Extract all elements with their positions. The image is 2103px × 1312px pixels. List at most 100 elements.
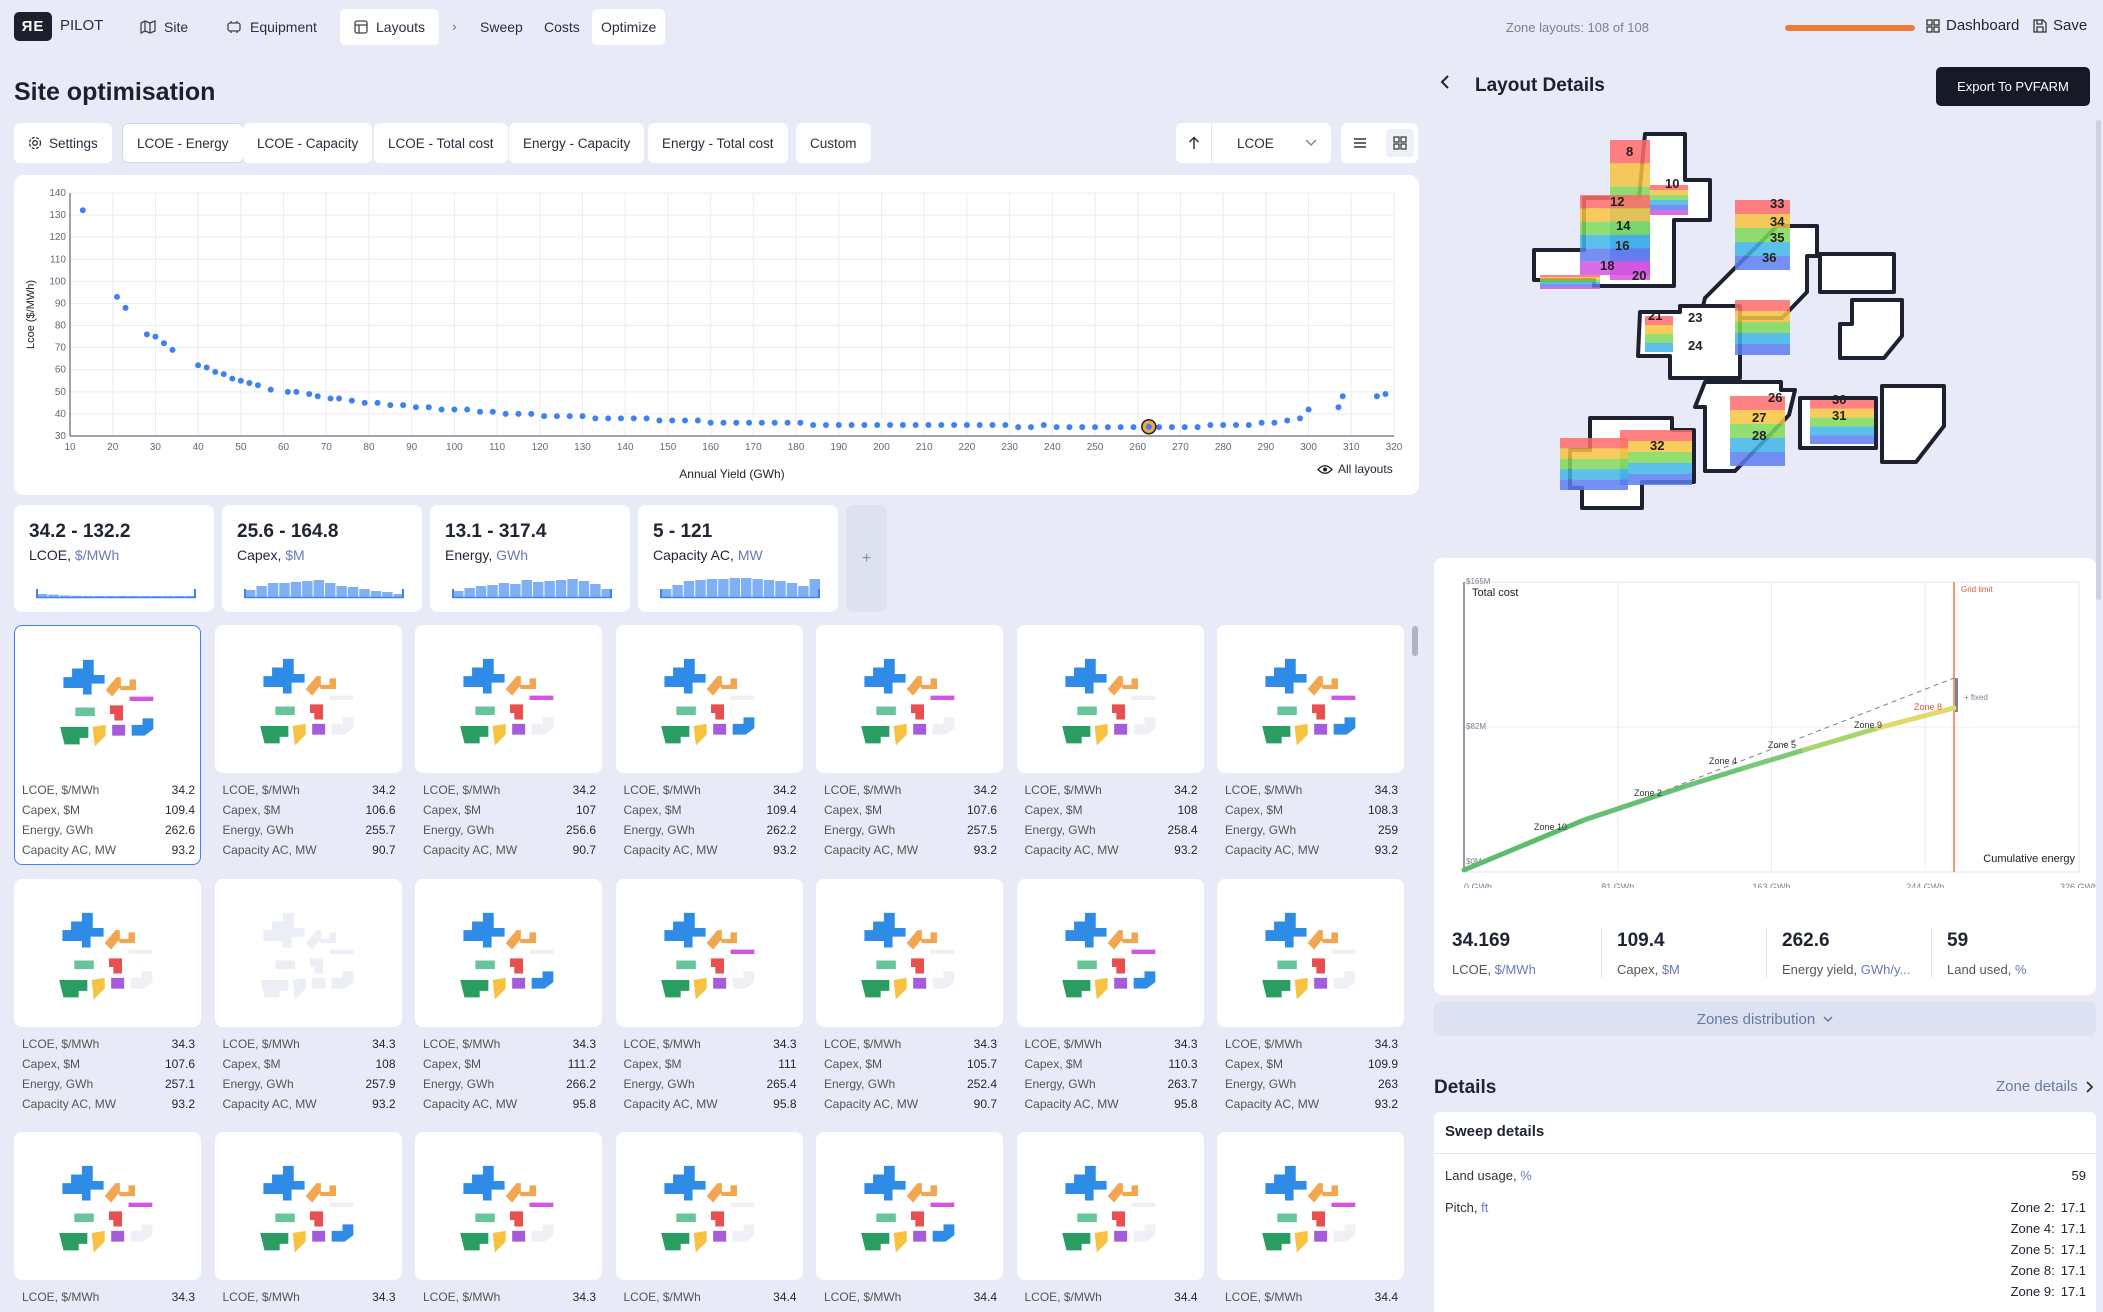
tab-custom[interactable]: Custom: [796, 123, 871, 163]
layout-card[interactable]: LCOE, $/MWh 34.3: [415, 1132, 602, 1312]
scatter-point[interactable]: [122, 304, 129, 311]
scatter-point[interactable]: [746, 419, 753, 426]
layout-card[interactable]: LCOE, $/MWh 34.3 Capex, $M 108 Energy, GWh 25…: [214, 878, 402, 1119]
scatter-point[interactable]: [237, 377, 244, 384]
zones-distribution-toggle[interactable]: Zones distribution: [1434, 1002, 2096, 1036]
scatter-point[interactable]: [951, 421, 958, 428]
scatter-point[interactable]: [810, 421, 817, 428]
scatter-point[interactable]: [797, 419, 804, 426]
scatter-point[interactable]: [643, 415, 650, 422]
scatter-point[interactable]: [152, 333, 159, 340]
layout-card[interactable]: LCOE, $/MWh 34.3 Capex, $M 109.9 Energy, GWh…: [1217, 878, 1404, 1119]
all-layouts-toggle[interactable]: All layouts: [1317, 462, 1393, 476]
scatter-point[interactable]: [1245, 421, 1252, 428]
layout-thumbnail[interactable]: [615, 625, 803, 773]
scatter-point[interactable]: [515, 410, 522, 417]
layout-thumbnail[interactable]: [214, 878, 402, 1027]
scatter-point[interactable]: [451, 406, 458, 413]
layout-card[interactable]: LCOE, $/MWh 34.2 Capex, $M 107.6 Energy, GWh…: [816, 625, 1003, 865]
add-filter-button[interactable]: +: [846, 505, 887, 612]
scatter-point[interactable]: [267, 386, 274, 393]
layout-card[interactable]: LCOE, $/MWh 34.4: [1217, 1132, 1404, 1312]
scatter-point[interactable]: [1271, 419, 1278, 426]
step-sweep[interactable]: Sweep: [466, 9, 537, 45]
tab-energy-capacity[interactable]: Energy - Capacity: [509, 123, 645, 163]
scatter-point[interactable]: [361, 399, 368, 406]
range-filter-card[interactable]: 34.2 - 132.2 LCOE, $/MWh: [14, 505, 214, 612]
scatter-point[interactable]: [1382, 391, 1389, 398]
scatter-point[interactable]: [1040, 421, 1047, 428]
nav-site[interactable]: Site: [126, 9, 202, 45]
scatter-point[interactable]: [784, 419, 791, 426]
layout-thumbnail[interactable]: [415, 625, 602, 773]
scatter-point[interactable]: [605, 415, 612, 422]
layout-card[interactable]: LCOE, $/MWh 34.4: [615, 1132, 803, 1312]
layout-thumbnail[interactable]: [415, 878, 602, 1027]
range-handle-right[interactable]: [194, 589, 196, 598]
layout-card[interactable]: LCOE, $/MWh 34.2 Capex, $M 109.4 Energy, GWh…: [14, 625, 201, 865]
step-costs[interactable]: Costs: [530, 9, 594, 45]
range-handle-right[interactable]: [402, 589, 404, 598]
range-handle-left[interactable]: [452, 589, 454, 598]
scatter-point[interactable]: [438, 406, 445, 413]
scatter-point[interactable]: [566, 413, 573, 420]
scatter-point[interactable]: [284, 388, 291, 395]
range-filter-card[interactable]: 25.6 - 164.8 Capex, $M: [222, 505, 422, 612]
range-handle-left[interactable]: [660, 589, 662, 598]
grid-scrollbar[interactable]: [1412, 626, 1418, 656]
scatter-point[interactable]: [1002, 421, 1009, 428]
layout-thumbnail[interactable]: [1217, 625, 1404, 773]
scatter-point[interactable]: [293, 388, 300, 395]
layout-card[interactable]: LCOE, $/MWh 34.3 Capex, $M 108.3 Energy, GWh…: [1217, 625, 1404, 865]
layout-card[interactable]: LCOE, $/MWh 34.2 Capex, $M 108 Energy, GWh 25…: [1016, 625, 1204, 865]
scatter-point[interactable]: [348, 397, 355, 404]
range-handle-left[interactable]: [36, 589, 38, 598]
layout-thumbnail[interactable]: [615, 1132, 803, 1280]
tab-lcoe-total-cost[interactable]: LCOE - Total cost: [374, 123, 508, 163]
zone-cost-segment[interactable]: [1683, 765, 1747, 789]
scatter-point[interactable]: [1232, 421, 1239, 428]
app-logo[interactable]: ЯE: [14, 12, 52, 41]
scatter-point[interactable]: [899, 421, 906, 428]
scatter-point[interactable]: [314, 393, 321, 400]
layout-card[interactable]: LCOE, $/MWh 34.3 Capex, $M 111.2 Energy, GWh…: [415, 878, 602, 1119]
layout-card[interactable]: LCOE, $/MWh 34.3 Capex, $M 105.7 Energy, GWh…: [816, 878, 1003, 1119]
layout-thumbnail[interactable]: [14, 625, 201, 865]
scatter-point[interactable]: [912, 421, 919, 428]
scatter-point[interactable]: [1104, 424, 1111, 431]
scatter-point[interactable]: [1092, 424, 1099, 431]
scatter-point[interactable]: [925, 421, 932, 428]
scatter-point[interactable]: [1335, 404, 1342, 411]
scatter-point[interactable]: [694, 417, 701, 424]
zone-cost-segment[interactable]: [1741, 747, 1807, 771]
scatter-point[interactable]: [203, 364, 210, 371]
layout-card[interactable]: LCOE, $/MWh 34.3 Capex, $M 111 Energy, GWh 26…: [615, 878, 803, 1119]
scatter-point[interactable]: [220, 371, 227, 378]
scatter-point[interactable]: [976, 421, 983, 428]
layout-thumbnail[interactable]: [214, 625, 402, 773]
scatter-point[interactable]: [1339, 393, 1346, 400]
layout-card[interactable]: LCOE, $/MWh 34.3 Capex, $M 107.6 Energy, GWh…: [14, 878, 201, 1119]
scatter-point[interactable]: [682, 417, 689, 424]
zone-cost-segment[interactable]: [1461, 817, 1587, 873]
scatter-point[interactable]: [374, 399, 381, 406]
scatter-point[interactable]: [1117, 424, 1124, 431]
scatter-point[interactable]: [963, 421, 970, 428]
scatter-point[interactable]: [553, 413, 560, 420]
scatter-point[interactable]: [412, 404, 419, 411]
scatter-point[interactable]: [1053, 424, 1060, 431]
scatter-point[interactable]: [1130, 424, 1137, 431]
layout-thumbnail[interactable]: [14, 878, 201, 1027]
dashboard-button[interactable]: Dashboard: [1926, 17, 2019, 34]
layout-thumbnail[interactable]: [1016, 878, 1204, 1027]
scatter-point[interactable]: [1194, 424, 1201, 431]
scatter-point[interactable]: [195, 362, 202, 369]
range-handle-right[interactable]: [610, 589, 612, 598]
layout-card[interactable]: LCOE, $/MWh 34.2 Capex, $M 106.6 Energy, GWh…: [214, 625, 402, 865]
scatter-point[interactable]: [400, 402, 407, 409]
detail-scrollbar[interactable]: [2096, 120, 2101, 600]
range-histogram[interactable]: [452, 575, 612, 599]
layout-thumbnail[interactable]: [615, 878, 803, 1027]
scatter-point[interactable]: [528, 410, 535, 417]
layout-thumbnail[interactable]: [816, 625, 1003, 773]
